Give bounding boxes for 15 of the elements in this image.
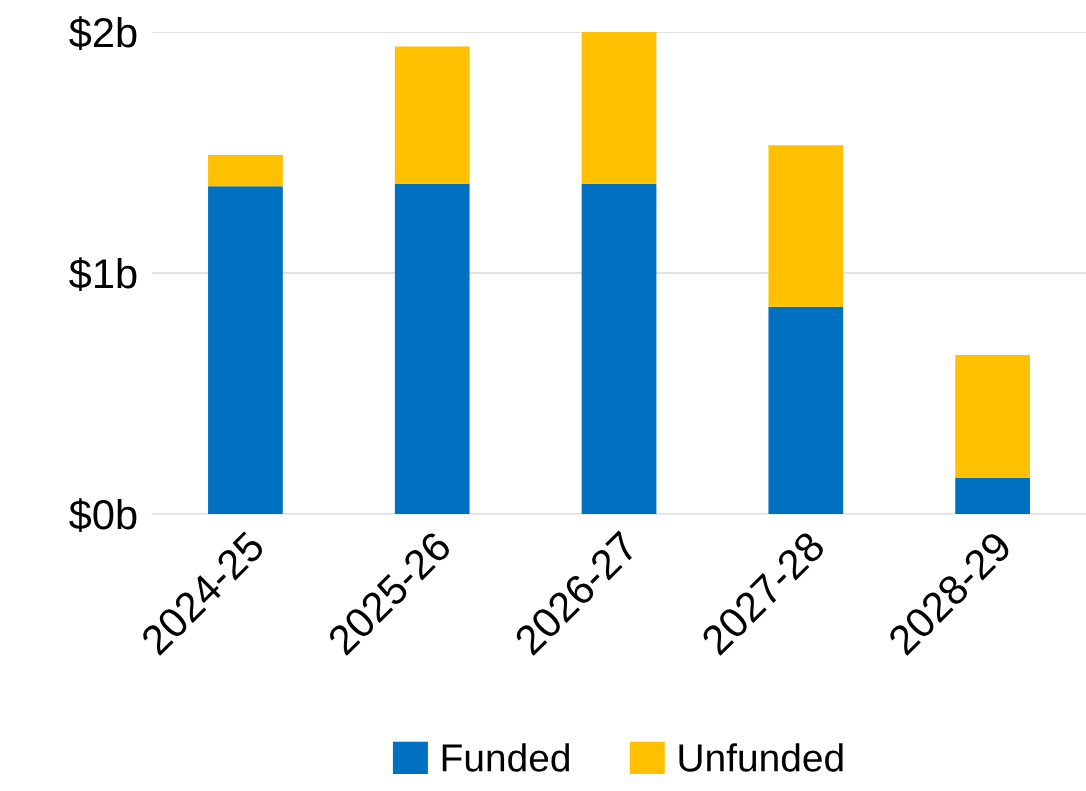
bar xyxy=(955,477,1030,514)
legend-label: Unfunded xyxy=(679,743,843,772)
bar xyxy=(394,183,470,514)
bar xyxy=(208,154,283,187)
bar xyxy=(208,186,283,514)
y-tick-label: $0b xyxy=(69,498,137,532)
bar xyxy=(768,306,844,514)
bar xyxy=(581,32,657,184)
bar xyxy=(581,183,657,514)
bar xyxy=(768,145,844,307)
legend-label: Funded xyxy=(442,743,569,772)
y-tick-label: $1b xyxy=(69,257,137,291)
bar xyxy=(955,354,1030,478)
y-tick-label: $2b xyxy=(69,16,137,50)
bar xyxy=(394,46,470,184)
